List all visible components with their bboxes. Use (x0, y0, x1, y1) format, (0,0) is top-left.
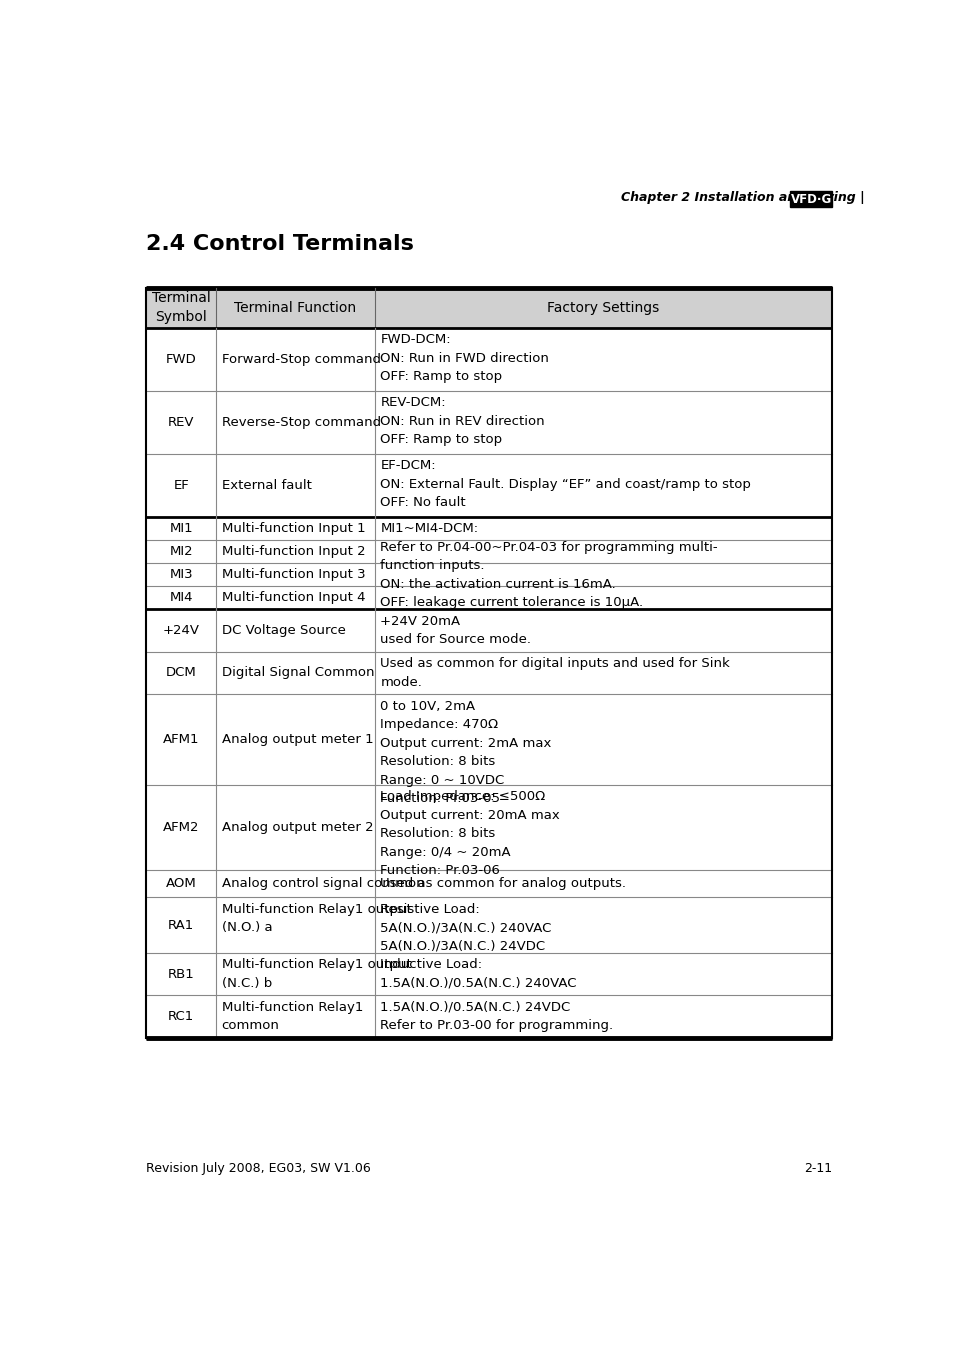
Text: DCM: DCM (166, 666, 196, 680)
Text: +24V 20mA
used for Source mode.: +24V 20mA used for Source mode. (380, 615, 531, 646)
Text: Reverse-Stop command: Reverse-Stop command (221, 415, 380, 429)
Text: Multi-function Input 4: Multi-function Input 4 (221, 592, 365, 604)
Text: Forward-Stop command: Forward-Stop command (221, 353, 380, 365)
Text: Load Impedance: ≤500Ω
Output current: 20mA max
Resolution: 8 bits
Range: 0/4 ~ 2: Load Impedance: ≤500Ω Output current: 20… (380, 790, 559, 878)
Text: FWD: FWD (166, 353, 196, 365)
Text: AFM1: AFM1 (163, 733, 199, 746)
Text: RB1: RB1 (168, 968, 194, 981)
Text: RA1: RA1 (168, 919, 194, 932)
Text: EF: EF (173, 479, 189, 493)
Text: FWD-DCM:
ON: Run in FWD direction
OFF: Ramp to stop: FWD-DCM: ON: Run in FWD direction OFF: R… (380, 332, 549, 383)
Text: Multi-function Input 2: Multi-function Input 2 (221, 546, 365, 558)
Text: Inductive Load:
1.5A(N.O.)/0.5A(N.C.) 240VAC: Inductive Load: 1.5A(N.O.)/0.5A(N.C.) 24… (380, 958, 577, 989)
Text: Chapter 2 Installation and Wiring |: Chapter 2 Installation and Wiring | (620, 191, 864, 205)
Text: MI4: MI4 (170, 592, 193, 604)
Text: Analog output meter 2: Analog output meter 2 (221, 821, 373, 833)
Text: EF-DCM:
ON: External Fault. Display “EF” and coast/ramp to stop
OFF: No fault: EF-DCM: ON: External Fault. Display “EF”… (380, 459, 751, 509)
Text: REV-DCM:
ON: Run in REV direction
OFF: Ramp to stop: REV-DCM: ON: Run in REV direction OFF: R… (380, 396, 544, 446)
Text: Used as common for digital inputs and used for Sink
mode.: Used as common for digital inputs and us… (380, 657, 729, 689)
Text: +24V: +24V (163, 624, 199, 638)
Text: DC Voltage Source: DC Voltage Source (221, 624, 345, 638)
Text: Terminal
Symbol: Terminal Symbol (152, 292, 211, 324)
Bar (146, 288, 831, 327)
Text: REV: REV (168, 415, 194, 429)
Text: 1.5A(N.O.)/0.5A(N.C.) 24VDC
Refer to Pr.03-00 for programming.: 1.5A(N.O.)/0.5A(N.C.) 24VDC Refer to Pr.… (380, 1000, 613, 1033)
Text: Terminal Function: Terminal Function (234, 301, 356, 315)
Text: Analog control signal common: Analog control signal common (221, 877, 424, 890)
Text: Resistive Load:
5A(N.O.)/3A(N.C.) 240VAC
5A(N.O.)/3A(N.C.) 24VDC: Resistive Load: 5A(N.O.)/3A(N.C.) 240VAC… (380, 902, 551, 953)
Text: 2.4 Control Terminals: 2.4 Control Terminals (146, 233, 414, 254)
Text: Multi-function Input 3: Multi-function Input 3 (221, 569, 365, 581)
Text: Multi-function Relay1 output
(N.C.) b: Multi-function Relay1 output (N.C.) b (221, 958, 411, 989)
Text: AFM2: AFM2 (163, 821, 199, 833)
Bar (790, 191, 831, 206)
Text: AOM: AOM (166, 877, 196, 890)
Text: VFD·G: VFD·G (790, 193, 831, 205)
Text: MI2: MI2 (170, 546, 193, 558)
Text: MI1: MI1 (170, 522, 193, 535)
Text: MI1~MI4-DCM:
Refer to Pr.04-00~Pr.04-03 for programming multi-
function inputs.
: MI1~MI4-DCM: Refer to Pr.04-00~Pr.04-03 … (380, 522, 718, 609)
Text: RC1: RC1 (168, 1010, 194, 1023)
Text: Used as common for analog outputs.: Used as common for analog outputs. (380, 877, 626, 890)
Text: 0 to 10V, 2mA
Impedance: 470Ω
Output current: 2mA max
Resolution: 8 bits
Range: : 0 to 10V, 2mA Impedance: 470Ω Output cur… (380, 699, 551, 805)
Text: Analog output meter 1: Analog output meter 1 (221, 733, 373, 746)
Text: External fault: External fault (221, 479, 311, 493)
Text: Digital Signal Common: Digital Signal Common (221, 666, 374, 680)
Text: 2-11: 2-11 (803, 1163, 831, 1175)
Text: Multi-function Relay1 output
(N.O.) a: Multi-function Relay1 output (N.O.) a (221, 902, 411, 935)
Text: MI3: MI3 (170, 569, 193, 581)
Text: Multi-function Input 1: Multi-function Input 1 (221, 522, 365, 535)
Text: Revision July 2008, EG03, SW V1.06: Revision July 2008, EG03, SW V1.06 (146, 1163, 371, 1175)
Text: Factory Settings: Factory Settings (547, 301, 659, 315)
Text: Multi-function Relay1
common: Multi-function Relay1 common (221, 1000, 362, 1033)
